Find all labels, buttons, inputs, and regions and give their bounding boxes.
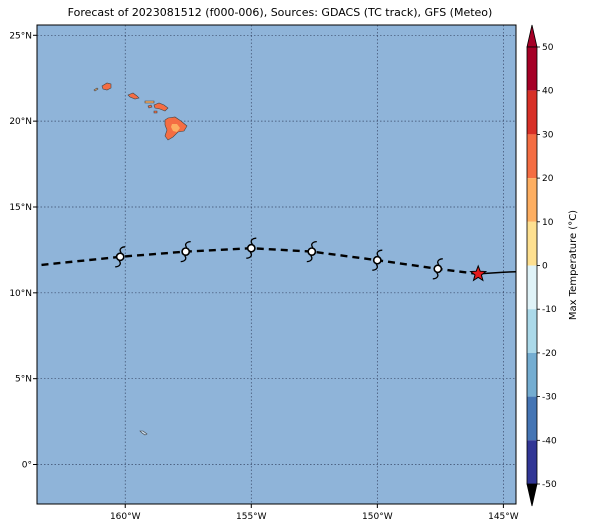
- island-lanai: [147, 104, 153, 109]
- y-tick-label: 5°N: [15, 375, 32, 385]
- island-niihau: [93, 87, 99, 92]
- tropical-cyclone-icon: [246, 237, 257, 259]
- colorbar-segment: [527, 265, 537, 310]
- colorbar-tick-label: 0: [542, 262, 548, 272]
- y-tick-label: 20°N: [9, 117, 32, 127]
- storm-symbols: [115, 237, 443, 280]
- colorbar-tick-label: -10: [542, 305, 557, 315]
- y-tick-label: 0°: [22, 461, 32, 471]
- colorbar-min-arrow: [526, 483, 538, 507]
- map-title: Forecast of 2023081512 (f000-006), Sourc…: [67, 6, 493, 19]
- red-star-icon: [469, 264, 488, 282]
- tropical-cyclone-icon: [180, 240, 191, 263]
- temperature-colorbar: 50 40 30 20 10 0 -10 -20 -30 -40 -50: [526, 24, 557, 507]
- map-frame: [36, 24, 517, 505]
- tropical-cyclone-icon: [115, 246, 126, 268]
- colorbar-segment: [527, 178, 537, 222]
- colorbar-segment: [527, 47, 537, 91]
- island-kauai: [101, 82, 112, 91]
- colorbar-segment: [527, 352, 537, 397]
- island-kiritimati: [139, 430, 148, 436]
- island-molokai: [144, 100, 155, 104]
- island-maui: [153, 102, 169, 112]
- island-hawaii-highland: [171, 124, 180, 132]
- forecast-track-line: [37, 246, 479, 276]
- island-oahu: [127, 92, 140, 100]
- colorbar-tick-label: 10: [542, 218, 554, 228]
- colorbar-tick-label: 30: [542, 130, 554, 140]
- colorbar-segment: [527, 90, 537, 135]
- colorbar-label: Max Temperature (°C): [568, 210, 579, 320]
- past-track-line: [478, 271, 516, 275]
- colorbar-tick-label: 40: [542, 87, 554, 97]
- y-tick-label: 15°N: [9, 203, 32, 213]
- current-position-marker: [469, 264, 488, 282]
- colorbar-tick-label: -20: [542, 349, 557, 359]
- tropical-cyclone-icon: [372, 249, 383, 271]
- colorbar-max-arrow: [526, 24, 538, 48]
- x-tick-label: 150°W: [362, 512, 393, 522]
- latitude-ticks: 0° 5°N 10°N 15°N 20°N 25°N: [9, 31, 37, 471]
- hawaiian-islands: [93, 82, 188, 436]
- y-tick-label: 25°N: [9, 31, 32, 41]
- ocean-area: [37, 25, 516, 504]
- colorbar-tick-label: 20: [542, 174, 554, 184]
- y-tick-label: 10°N: [9, 289, 32, 299]
- colorbar-tick-label: -30: [542, 393, 557, 403]
- tropical-cyclone-icon: [306, 240, 317, 263]
- x-tick-label: 145°W: [488, 512, 519, 522]
- x-tick-label: 160°W: [110, 512, 141, 522]
- colorbar-segment: [527, 309, 537, 353]
- colorbar-segment: [527, 221, 537, 266]
- colorbar-segment: [527, 396, 537, 441]
- cyclone-tracks: [37, 246, 516, 276]
- x-tick-label: 155°W: [236, 512, 267, 522]
- tropical-cyclone-icon: [432, 258, 443, 280]
- colorbar-tick-label: -50: [542, 480, 557, 490]
- colorbar-tick-label: 50: [542, 43, 554, 53]
- island-kahoolawe: [153, 110, 158, 114]
- colorbar-segment: [527, 134, 537, 179]
- colorbar-segment: [527, 440, 537, 484]
- colorbar-tick-label: -40: [542, 436, 557, 446]
